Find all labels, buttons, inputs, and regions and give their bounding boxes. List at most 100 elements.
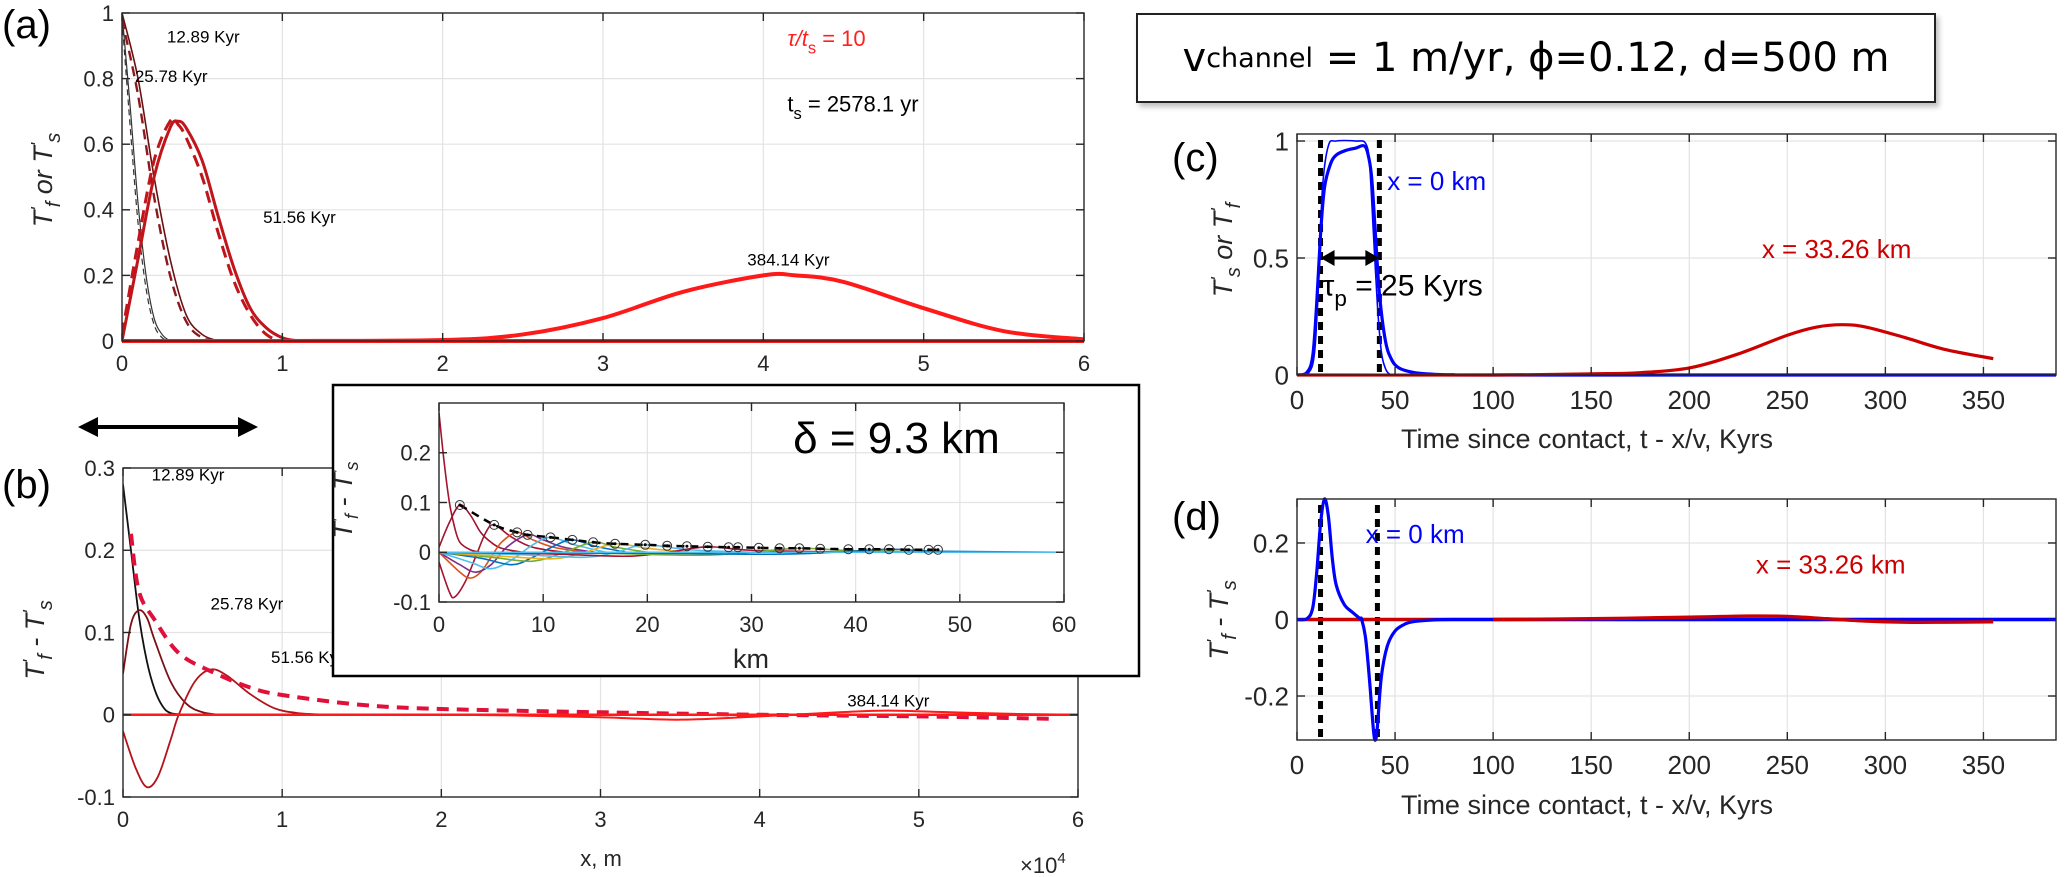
- inset-envelope-dot: [846, 547, 850, 551]
- a-annotation: 12.89 Kyr: [167, 28, 240, 47]
- a-series-12-89-kyr-dashed: [122, 19, 171, 342]
- inset-envelope-dot: [458, 503, 462, 507]
- a-x-tick-label: 6: [1078, 351, 1090, 376]
- c-x-tick-label: 150: [1569, 385, 1612, 415]
- inset-x-tick-label: 40: [843, 612, 867, 637]
- c-annotation-sub: p: [1334, 286, 1347, 311]
- inset-envelope-marker: [864, 544, 875, 555]
- panel-b-label: (b): [2, 463, 51, 507]
- panel-d-label: (d): [1172, 495, 1221, 539]
- inset-x-tick-label: 20: [635, 612, 659, 637]
- a-series-25-78-kyr-dashed: [122, 19, 219, 343]
- inset-envelope-marker: [662, 540, 673, 551]
- inset-envelope-dot: [757, 546, 761, 550]
- inset-envelope-dot: [706, 545, 710, 549]
- inset-envelope-marker: [753, 542, 764, 553]
- d-x-tick-label: 100: [1471, 750, 1514, 780]
- c-x-tick-label: 0: [1290, 385, 1304, 415]
- d-x-tick-label: 200: [1668, 750, 1711, 780]
- a-y-tick-label: 1: [102, 1, 114, 26]
- inset-ylabel: T'f - T's: [328, 461, 362, 538]
- c-y-tick-label: 1: [1275, 126, 1289, 156]
- d-annotation: x = 33.26 km: [1756, 550, 1906, 580]
- inset-series-c2: [439, 504, 523, 554]
- a-annotation: 25.78 Kyr: [135, 67, 208, 86]
- inset-envelope-dot: [927, 548, 931, 552]
- a-annotation: 384.14 Kyr: [747, 251, 830, 270]
- d-y-tick-label: 0: [1275, 605, 1289, 635]
- a-annotation-main: t: [787, 91, 793, 116]
- b-y-tick-label: 0.2: [84, 538, 115, 563]
- a-annotation: 51.56 Kyr: [263, 208, 336, 227]
- pulse-arrow-head-left: [1320, 250, 1335, 267]
- inset-envelope-marker: [522, 529, 533, 540]
- panel-d-chart: (d) 0 50 100 150 200 250 300 350 -0.2 0 0.2 x = 0 …: [1172, 495, 2057, 820]
- b-x-tick-label: 5: [913, 807, 925, 832]
- panel-a-label: (a): [2, 3, 51, 47]
- b-x-tick-label: 4: [754, 807, 766, 832]
- inset-x-tick-label: 30: [739, 612, 763, 637]
- b-y-tick-label: -0.1: [77, 785, 115, 810]
- inset-chart: 0 10 20 30 40 50 60-0.100.10.2 δ = 9.3 km T'f …: [328, 383, 1141, 678]
- inset-envelope-dot: [665, 544, 669, 548]
- c-annotation: τp = 25 Kyrs: [1322, 269, 1482, 311]
- d-x-tick-label: 350: [1962, 750, 2005, 780]
- b-annotation: 384.14 Kyr: [847, 692, 930, 711]
- pulse-arrow-head-right: [1365, 250, 1380, 267]
- panel-c-axes-box: [1296, 133, 2057, 376]
- inset-envelope-dot: [570, 538, 574, 542]
- inset-envelope-dot: [685, 544, 689, 548]
- panel-b-ylabel: T'f - T's: [20, 600, 57, 679]
- inset-envelope-line: [459, 503, 938, 552]
- a-annotation-tail: = 10: [816, 26, 866, 51]
- a-y-tick-label: 0.6: [83, 132, 114, 157]
- c-x-tick-label: 100: [1471, 385, 1514, 415]
- b-x-tick-label: 6: [1072, 807, 1084, 832]
- inset-envelope-marker: [489, 519, 500, 530]
- c-y-tick-label: 0: [1275, 360, 1289, 390]
- c-x-tick-label: 350: [1962, 385, 2005, 415]
- a-annotation: ts = 2578.1 yr: [787, 91, 918, 123]
- a-x-tick-label: 4: [757, 351, 769, 376]
- inset-envelope-dot: [613, 542, 617, 546]
- b-x-tick-label: 2: [435, 807, 447, 832]
- inset-envelope-marker: [567, 534, 578, 545]
- d-y-tick-label: 0.2: [1253, 528, 1289, 558]
- inset-x-tick-label: 60: [1052, 612, 1076, 637]
- panel-c-label: (c): [1172, 136, 1219, 180]
- b-annotation: 12.89 Kyr: [152, 465, 225, 484]
- d-x-tick-label: 300: [1864, 750, 1907, 780]
- inset-y-tick-label: 0.1: [400, 490, 431, 515]
- inset-envelope-marker: [815, 543, 826, 554]
- a-annotation-sub: s: [794, 105, 802, 123]
- panel-c-chart: (c) 0 50 100 150 200 250 300 350 0 0.5 1 x = 0 km x…: [1172, 126, 2057, 454]
- inset-y-tick-label: 0: [419, 540, 431, 565]
- inset-envelope-dot: [818, 547, 822, 551]
- d-x-tick-label: 50: [1381, 750, 1410, 780]
- b-annotation: 25.78 Kyr: [211, 594, 284, 613]
- inset-series-c3: [439, 523, 565, 599]
- a-y-tick-label: 0.4: [83, 198, 114, 223]
- inset-envelope-dot: [492, 523, 496, 527]
- a-y-tick-label: 0.2: [83, 263, 114, 288]
- c-x-tick-label: 50: [1381, 385, 1410, 415]
- inset-envelope-dot: [907, 548, 911, 552]
- b-series-25-78-kyr: [123, 609, 219, 716]
- inset-envelope-marker: [843, 544, 854, 555]
- b-annotation: 51.56 Kyr: [271, 648, 344, 667]
- parameter-title-box: v channel = 1 m/yr, ϕ=0.12, d=500 m: [1136, 13, 1936, 103]
- inset-envelope-marker: [903, 544, 914, 555]
- b-series-envelope-dashed: [128, 533, 1055, 721]
- c-x-tick-label: 250: [1766, 385, 1809, 415]
- b-y-tick-label: 0: [103, 703, 115, 728]
- a-series-25-78-kyr-solid: [122, 12, 219, 342]
- c-annotation: x = 33.26 km: [1762, 234, 1912, 264]
- a-x-tick-label: 2: [437, 351, 449, 376]
- a-annotation-sub: s: [808, 40, 816, 58]
- a-annotation: τ/ts = 10: [787, 26, 865, 58]
- inset-series-c4: [439, 531, 585, 579]
- d-y-tick-label: -0.2: [1244, 681, 1289, 711]
- b-y-tick-label: 0.1: [84, 620, 115, 645]
- panel-c-ylabel: T's or T'f: [1208, 200, 1245, 297]
- c-annotation-main: τ: [1322, 269, 1334, 302]
